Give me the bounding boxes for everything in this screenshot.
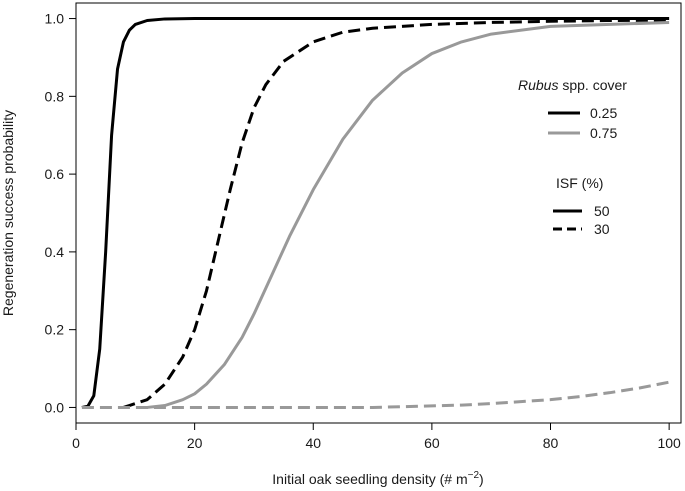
legend-isf-title: ISF (%) — [556, 175, 603, 191]
y-tick-label: 0.6 — [45, 166, 65, 182]
series-layer — [81, 17, 670, 409]
legend-rubus-title: Rubus spp. cover — [518, 77, 627, 93]
legend-rubus: Rubus spp. cover 0.25 0.75 — [518, 77, 627, 141]
plot-frame — [75, 2, 682, 424]
series-line-rubus-025-isf-50 — [81, 17, 670, 409]
y-axis-label: Regeneration success probability — [0, 110, 16, 316]
axis-ticks: 0 20 40 60 80 100 0.0 0.2 0.4 0.6 0.8 1.0 — [45, 11, 681, 451]
legend-isf-label-0: 50 — [594, 203, 610, 219]
series-line-rubus-075-isf-50 — [147, 20, 670, 409]
y-tick-label: 0.0 — [45, 399, 65, 415]
x-axis-label: Initial oak seedling density (# m−2) — [272, 470, 483, 487]
x-tick-label: 80 — [543, 435, 559, 451]
legend-isf-label-1: 30 — [594, 221, 610, 237]
series-line-rubus-025-isf-30 — [122, 18, 670, 409]
legend-rubus-label-1: 0.75 — [590, 125, 617, 141]
y-tick-label: 0.8 — [45, 88, 65, 104]
x-tick-label: 20 — [187, 435, 203, 451]
legend-rubus-label-0: 0.25 — [590, 105, 617, 121]
x-tick-label: 100 — [657, 435, 681, 451]
y-tick-label: 0.4 — [45, 244, 65, 260]
x-tick-label: 0 — [72, 435, 80, 451]
series-line-rubus-075-isf-30 — [81, 380, 670, 409]
x-tick-label: 60 — [424, 435, 440, 451]
x-tick-label: 40 — [305, 435, 321, 451]
y-tick-label: 0.2 — [45, 322, 65, 338]
y-tick-label: 1.0 — [45, 11, 65, 27]
legend-isf: ISF (%) 50 30 — [553, 175, 610, 237]
